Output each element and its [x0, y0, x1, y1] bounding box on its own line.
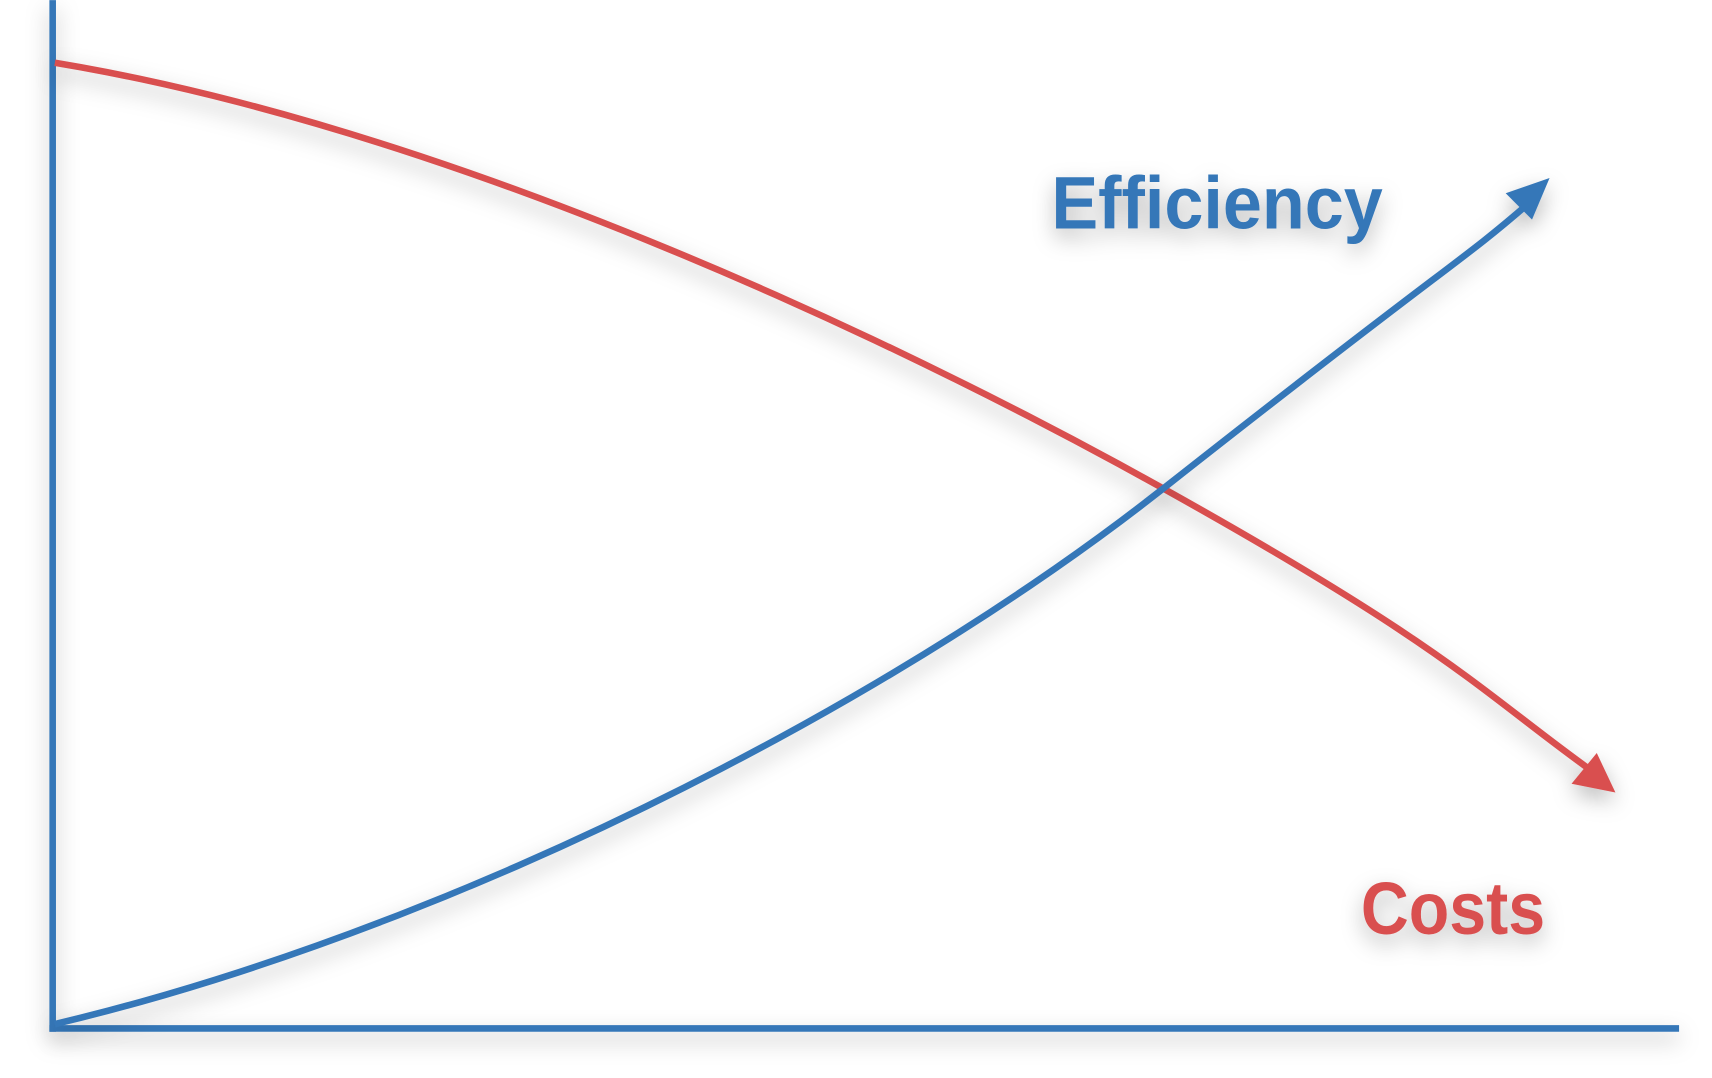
axes: [49, 0, 1680, 1032]
costs-label: Costs: [1361, 866, 1545, 950]
costs-arrowhead: [1571, 753, 1616, 793]
efficiency-curve: [54, 201, 1530, 1028]
efficiency-curve-group: [54, 177, 1550, 1028]
costs-curve-group: [54, 59, 1616, 793]
costs-curve: [54, 59, 1594, 774]
efficiency-arrowhead: [1505, 177, 1550, 220]
labels: Efficiency Costs: [1051, 160, 1545, 950]
efficiency-label: Efficiency: [1051, 160, 1383, 244]
